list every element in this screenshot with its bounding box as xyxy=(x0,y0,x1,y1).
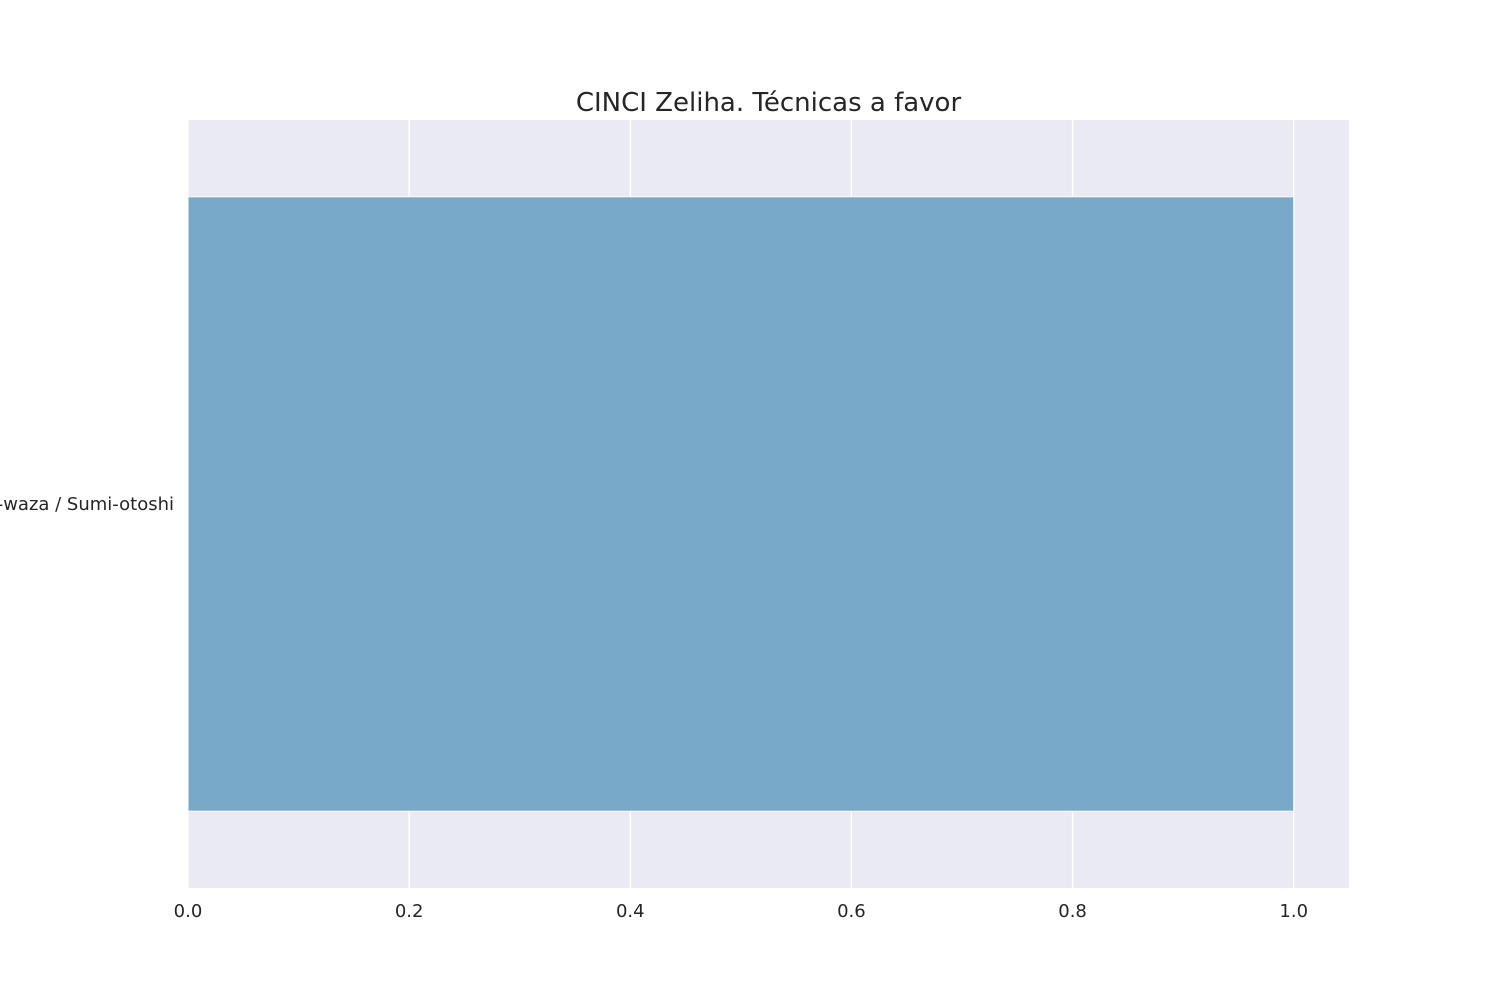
x-tick-label: 0.2 xyxy=(395,901,424,922)
bar xyxy=(187,196,1295,812)
category-label: Ma-sutemi-waza / Sumi-otoshi xyxy=(0,494,174,515)
x-axis-ticks: 0.0 0.2 0.4 0.6 0.8 1.0 xyxy=(174,901,1308,922)
x-tick-label: 0.4 xyxy=(616,901,645,922)
bars xyxy=(187,196,1295,812)
chart-title: CINCI Zeliha. Técnicas a favor xyxy=(576,88,962,118)
x-tick-label: 0.6 xyxy=(837,901,866,922)
x-tick-label: 1.0 xyxy=(1279,901,1308,922)
x-tick-label: 0.8 xyxy=(1058,901,1087,922)
x-tick-label: 0.0 xyxy=(174,901,203,922)
y-axis-ticks: Ma-sutemi-waza / Sumi-otoshi xyxy=(0,494,174,515)
